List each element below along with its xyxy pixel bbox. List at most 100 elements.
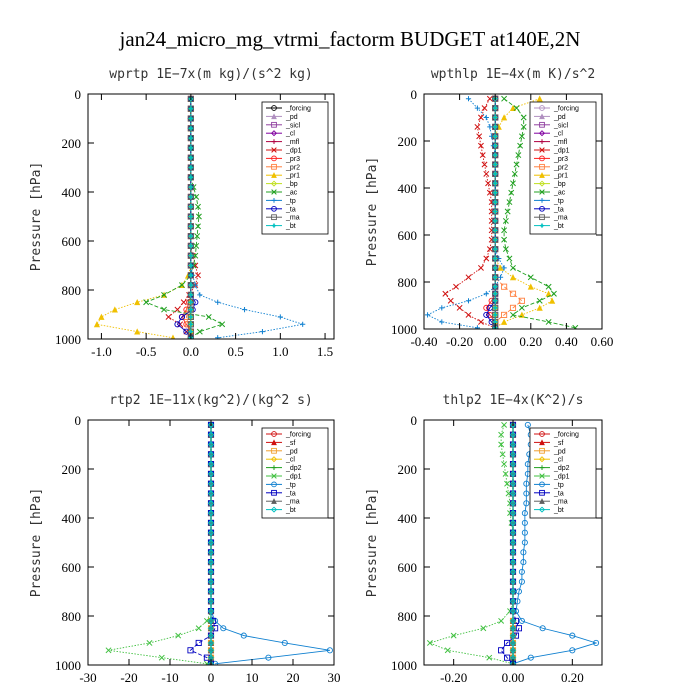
legend-label: _mfl xyxy=(285,139,300,146)
x-tick-label: 0.00 xyxy=(484,334,507,349)
data-point xyxy=(491,264,499,272)
data-point xyxy=(521,529,528,536)
legend-label: _mfl xyxy=(553,139,568,146)
panel-title: wpthlp 1E−4x(m K)/s^2 xyxy=(431,67,595,82)
data-point xyxy=(504,480,511,487)
legend-label: _dp1 xyxy=(285,474,302,481)
y-tick-label: 200 xyxy=(62,462,82,477)
data-point xyxy=(195,625,202,632)
legend-marker xyxy=(271,447,277,454)
legend-label: _pr1 xyxy=(553,173,568,180)
data-point xyxy=(207,421,215,429)
data-point xyxy=(491,227,499,234)
data-point xyxy=(509,558,517,566)
legend-label: _ac xyxy=(553,190,566,197)
data-point xyxy=(498,431,505,438)
data-point xyxy=(300,321,306,327)
data-point xyxy=(207,460,215,468)
legend-marker xyxy=(271,113,277,120)
data-point xyxy=(207,451,215,458)
legend-label: _ma xyxy=(285,215,300,222)
data-point xyxy=(143,299,150,306)
x-tick-label: -0.40 xyxy=(410,334,437,349)
data-point xyxy=(539,625,546,632)
data-point xyxy=(187,272,195,279)
data-point xyxy=(187,164,195,171)
x-tick-label: -20 xyxy=(120,670,137,685)
data-point xyxy=(195,272,201,279)
data-point xyxy=(527,283,534,290)
y-tick-label: 400 xyxy=(62,185,82,200)
y-tick-label: 0 xyxy=(411,413,418,428)
data-point xyxy=(215,299,221,305)
legend-label: _ta xyxy=(285,206,296,213)
data-point xyxy=(205,313,212,320)
data-point xyxy=(491,245,499,253)
legend-marker xyxy=(539,172,545,178)
x-tick-label: -0.20 xyxy=(440,670,467,685)
data-point xyxy=(509,460,517,468)
legend-marker xyxy=(539,121,545,128)
legend-label: _ma xyxy=(553,499,568,506)
series-ac xyxy=(143,95,226,339)
data-point xyxy=(569,647,576,654)
data-point xyxy=(165,313,172,320)
legend-label: _cl xyxy=(285,131,295,138)
legend-marker xyxy=(271,105,277,111)
data-point xyxy=(193,193,200,200)
data-point xyxy=(105,647,112,654)
data-point xyxy=(170,334,176,339)
data-point xyxy=(593,639,600,647)
y-axis-label: Pressure [hPa] xyxy=(29,162,44,272)
data-point xyxy=(520,123,527,130)
data-point xyxy=(502,246,509,253)
data-point xyxy=(509,500,517,507)
data-point xyxy=(506,255,513,262)
legend-marker xyxy=(270,222,278,229)
data-point xyxy=(491,114,499,121)
data-point xyxy=(509,625,517,632)
data-point xyxy=(510,264,516,271)
data-point xyxy=(545,318,552,325)
legend-marker xyxy=(539,113,545,120)
legend-marker xyxy=(539,189,545,195)
legend-label: _forcing xyxy=(285,106,311,113)
data-point xyxy=(187,262,195,269)
data-point xyxy=(195,213,202,220)
data-point xyxy=(491,180,499,187)
legend-box xyxy=(261,101,329,235)
data-point xyxy=(98,313,105,320)
data-point xyxy=(509,632,517,639)
data-point xyxy=(518,617,525,624)
legend-label: _bp xyxy=(285,181,298,188)
data-point xyxy=(442,290,449,297)
series-line xyxy=(96,98,192,339)
legend-label: _bt xyxy=(553,223,564,230)
legend-label: _pr3 xyxy=(553,156,568,163)
legend-label: _tp xyxy=(285,482,296,489)
data-point xyxy=(481,105,488,112)
legend-marker xyxy=(271,481,277,488)
data-point xyxy=(518,133,525,140)
data-point xyxy=(509,578,517,585)
data-point xyxy=(193,242,200,249)
series-line xyxy=(494,98,523,328)
legend-label: _pd xyxy=(285,114,298,121)
data-point xyxy=(502,217,509,224)
data-point xyxy=(510,180,516,187)
data-point xyxy=(93,321,101,328)
legend-marker xyxy=(271,147,277,153)
y-tick-label: 1000 xyxy=(55,332,81,347)
legend-marker xyxy=(271,198,277,203)
data-point xyxy=(491,274,499,281)
data-point xyxy=(509,660,517,665)
data-point xyxy=(504,639,511,646)
legend-label: _tp xyxy=(553,482,564,489)
data-point xyxy=(281,639,288,647)
data-point xyxy=(491,236,499,243)
data-point xyxy=(444,647,451,654)
legend-marker xyxy=(271,489,277,496)
data-point xyxy=(465,311,472,318)
data-point xyxy=(207,490,215,497)
y-tick-label: 800 xyxy=(62,609,82,624)
